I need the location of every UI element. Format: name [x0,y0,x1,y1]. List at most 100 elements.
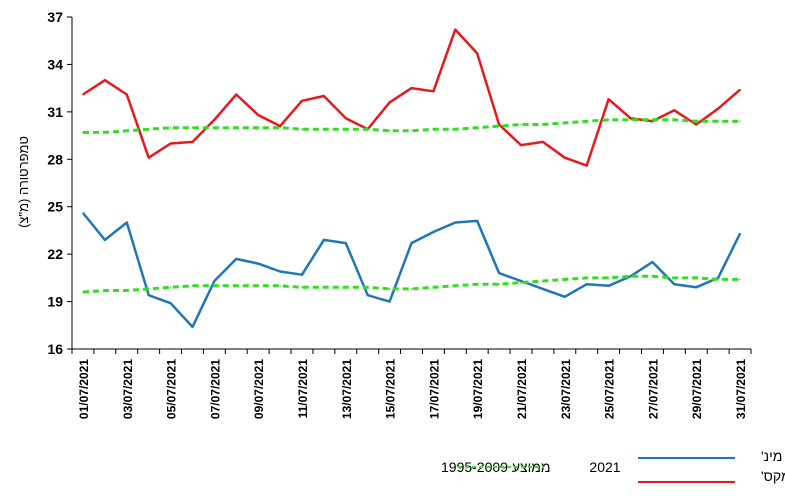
data-point-max_avg [520,123,522,126]
data-point-min_avg [169,286,172,289]
data-point-max_avg [476,126,479,129]
y-tick-label: 28 [47,151,63,167]
data-point-max_avg [564,122,566,124]
data-point-min2021 [323,239,325,241]
series-line-min_avg [82,274,740,294]
legend-year-label: 2021 [589,459,620,475]
data-point-min2021 [301,273,303,276]
series-lines [82,28,742,329]
data-point-max_avg [82,131,84,134]
data-point-max2021 [301,100,303,102]
data-point-max2021 [235,93,238,96]
data-point-min2021 [520,280,522,282]
data-point-max2021 [564,156,566,159]
data-point-min2021 [235,258,238,260]
data-point-min_avg [432,286,435,289]
data-point-min_avg [542,280,544,282]
y-tick-label: 22 [47,246,63,262]
data-point-max2021 [169,142,172,145]
data-point-min2021 [432,231,435,233]
data-point-min2021 [169,302,172,305]
data-point-min_avg [476,283,479,286]
data-point-max2021 [126,93,128,96]
data-point-min_avg [607,277,610,279]
data-point-min_avg [498,283,500,286]
data-point-min2021 [476,220,479,222]
x-tick-label: 17/07/2021 [427,359,441,419]
data-point-max_avg [432,128,435,130]
y-axis-label: טמפרטורה (מ"צ) [16,136,31,228]
data-point-min2021 [345,242,347,244]
data-point-min_avg [585,277,588,279]
data-point-max_avg [301,128,303,130]
data-point-min2021 [739,232,741,235]
data-point-min_avg [695,277,697,279]
data-point-max2021 [104,79,106,81]
data-point-max_avg [213,126,216,129]
data-point-max2021 [673,109,676,112]
x-tick-label: 29/07/2021 [690,359,704,419]
data-point-max2021 [345,117,347,119]
y-tick-label: 16 [47,341,63,357]
data-point-min_avg [147,288,150,290]
data-point-min_avg [717,278,719,281]
data-point-max2021 [213,119,216,121]
data-point-min_avg [191,285,194,287]
data-point-max_avg [388,130,391,132]
data-point-max_avg [607,119,610,121]
data-point-max_avg [169,126,172,129]
data-point-min2021 [542,288,544,290]
x-tick-label: 31/07/2021 [734,359,748,419]
data-point-max_avg [542,123,544,126]
data-point-min2021 [191,326,194,328]
series-line-min2021 [82,212,742,329]
y-tick-label: 25 [47,199,63,215]
x-tick-label: 21/07/2021 [515,359,529,419]
y-tick-label: 31 [47,104,63,120]
data-point-min_avg [126,289,128,292]
data-point-min2021 [673,283,676,286]
x-tick-label: 05/07/2021 [165,359,179,419]
x-tick-label: 09/07/2021 [252,359,266,419]
data-point-max2021 [454,28,457,31]
x-tick-label: 25/07/2021 [603,359,617,419]
data-point-min_avg [564,278,566,281]
data-point-min_avg [235,285,238,287]
data-point-max_avg [585,120,588,123]
series-line-max2021 [82,28,741,167]
data-point-max2021 [191,141,194,143]
data-point-max_avg [345,128,347,130]
data-point-max_avg [126,130,128,132]
data-point-min2021 [651,261,654,263]
data-point-max_avg [410,130,413,132]
data-point-max2021 [257,114,260,116]
data-point-max2021 [585,164,588,167]
x-tick-label: 13/07/2021 [340,359,354,419]
data-point-max_avg [147,128,150,130]
data-point-min2021 [104,239,106,241]
data-point-max2021 [476,52,479,55]
x-tick-label: 15/07/2021 [384,359,398,419]
data-point-min_avg [388,288,391,290]
data-point-max2021 [82,93,84,96]
data-point-max2021 [147,156,150,159]
x-tick-label: 11/07/2021 [296,359,310,419]
data-point-min2021 [147,294,150,297]
data-point-max_avg [191,126,194,129]
data-point-min2021 [82,212,84,214]
data-point-max2021 [432,90,435,93]
data-point-min_avg [323,286,325,289]
data-point-max_avg [279,126,281,129]
y-tick-label: 34 [47,56,63,72]
data-point-min_avg [410,288,413,290]
data-point-min_avg [651,275,654,278]
x-tick-label: 23/07/2021 [559,359,573,419]
legend-min-label: מינ' [761,448,782,464]
data-point-min2021 [607,285,610,287]
data-point-min2021 [410,242,413,244]
data-point-min_avg [629,275,632,278]
data-point-min_avg [301,286,303,289]
data-point-min_avg [739,278,741,281]
data-point-max2021 [388,101,391,104]
data-point-max2021 [542,141,544,143]
